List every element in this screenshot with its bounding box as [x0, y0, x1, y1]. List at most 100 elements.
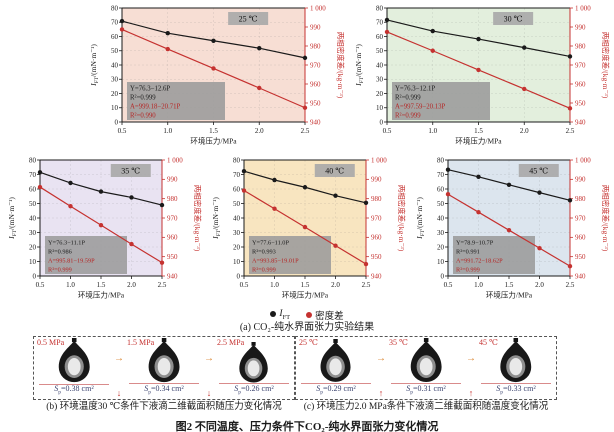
area-label: Sp=0.38 cm²: [54, 384, 94, 396]
right-tick-label: 1 000: [167, 156, 183, 164]
left-tick-label: 70: [29, 171, 37, 179]
baseline-line: [301, 383, 371, 385]
left-y-axis-label: IFT/(mN·m⁻¹): [89, 44, 100, 87]
right-tick-label: 950: [575, 99, 586, 107]
left-tick-label: 60: [29, 185, 37, 193]
x-tick-label: 2.5: [566, 127, 575, 135]
right-tick-label: 940: [371, 272, 382, 280]
regression-annotation-box: [392, 82, 490, 120]
data-point: [537, 190, 542, 195]
right-tick-label: 960: [371, 234, 382, 242]
left-y-axis-label: IFT/(mN·m⁻¹): [354, 44, 365, 87]
regression-annotation-box: [453, 236, 535, 274]
data-point: [37, 184, 43, 190]
area-label: Sp=0.33 cm²: [496, 384, 536, 396]
baseline-line: [481, 383, 551, 385]
right-tick-label: 980: [575, 195, 586, 203]
chart-legend: IFT 密度差: [0, 308, 614, 322]
right-tick-label: 940: [167, 272, 178, 280]
regression-line-2: R²=0.986: [48, 249, 72, 256]
left-tick-label: 50: [437, 200, 445, 208]
data-point: [384, 29, 390, 35]
right-tick-label: 990: [167, 176, 178, 184]
chart-row-1: 0 10 20 30 40 50 60 70 80 940 950 960 970 980 990 1 000…: [0, 0, 614, 150]
droplet-strip: 0.5 MPa Sp=0.38 cm² → ↓ 1.5 MPa Sp=0.34 cm² → ↓…: [33, 336, 557, 400]
x-tick-label: 0.5: [444, 281, 453, 289]
caption-a: (a) CO₂-纯水界面张力实验结果: [239, 322, 375, 333]
left-tick-label: 20: [376, 90, 384, 98]
left-tick-label: 50: [29, 200, 37, 208]
data-point: [476, 210, 481, 215]
regression-line-3: A=997.59−20.13P: [395, 104, 446, 111]
x-tick-label: 1.0: [66, 281, 75, 289]
left-tick-label: 20: [29, 243, 37, 251]
droplet-highlight-inner: [67, 358, 81, 376]
droplet-cell: 1.5 MPa Sp=0.34 cm²: [127, 338, 201, 398]
data-point: [522, 45, 527, 50]
droplet-image: [239, 341, 269, 383]
caption-c: (c) 环境压力2.0 MPa条件下液滴二维截面积随温度变化情况: [303, 402, 549, 412]
data-point: [537, 245, 542, 251]
data-point: [445, 192, 451, 197]
right-tick-label: 950: [167, 253, 178, 261]
right-tick-label: 1 000: [371, 156, 387, 164]
temperature-badge: [493, 12, 534, 25]
droplet-panel-b: 0.5 MPa Sp=0.38 cm² → ↓ 1.5 MPa Sp=0.34 cm² → ↓…: [33, 336, 295, 400]
condition-label: 45 ℃: [479, 338, 498, 347]
left-y-axis-label: IFT/(mN·m⁻¹): [211, 197, 222, 240]
x-tick-label: 2.0: [520, 127, 529, 135]
regression-annotation-box: [127, 82, 225, 120]
regression-line-4: R²=0.999: [252, 267, 276, 274]
data-point: [506, 227, 512, 233]
legend-item-density: 密度差: [306, 308, 344, 322]
regression-line-4: R²=0.990: [130, 113, 156, 120]
data-point: [68, 180, 73, 186]
regression-line-2: R²=0.999: [395, 95, 421, 102]
condition-label: 35 ℃: [389, 338, 408, 347]
x-tick-label: 2.0: [331, 281, 340, 289]
figure-title: 图2 不同温度、压力条件下CO₂-纯水界面张力变化情况: [175, 421, 439, 432]
data-point: [129, 241, 134, 247]
transition-arrows: → ↓: [201, 338, 217, 399]
temperature-badge: [314, 164, 355, 177]
regression-line-1: Y=76.3−12.1P: [395, 86, 435, 93]
left-tick-label: 10: [29, 258, 37, 266]
right-tick-label: 960: [167, 234, 178, 242]
left-tick-label: 50: [233, 200, 241, 208]
left-tick-label: 20: [437, 243, 445, 251]
left-tick-label: 40: [111, 61, 119, 69]
data-point: [567, 54, 573, 59]
arrow-up-icon: ↑: [378, 388, 384, 398]
regression-line-3: A=991.72−18.62P: [456, 258, 503, 265]
x-tick-label: 2.5: [158, 281, 167, 289]
droplet-highlight-inner: [248, 360, 260, 376]
left-tick-label: 10: [111, 104, 119, 112]
droplet-cell: 0.5 MPa Sp=0.38 cm²: [37, 338, 111, 398]
x-tick-label: 1.0: [474, 281, 483, 289]
data-point: [257, 85, 262, 91]
data-point: [98, 222, 104, 228]
regression-line-3: A=995.81−19.59P: [48, 258, 95, 265]
droplet-image: [58, 338, 90, 383]
right-tick-label: 1 000: [575, 4, 591, 12]
x-tick-label: 2.5: [301, 127, 310, 135]
x-axis-label: 环境压力/MPa: [486, 290, 533, 300]
data-point: [119, 18, 125, 24]
regression-line-4: R²=0.999: [456, 267, 480, 274]
temperature-badge-label: 40 ℃: [325, 167, 344, 176]
x-tick-label: 1.5: [97, 281, 106, 289]
x-tick-label: 1.0: [163, 127, 172, 135]
droplet-captions: (b) 环境温度30 ℃条件下液滴二维截面积随压力变化情况 (c) 环境压力2.…: [33, 400, 557, 415]
right-y-axis-label: 两相密度差/(kg·m⁻³): [397, 185, 407, 252]
left-tick-label: 30: [111, 76, 119, 84]
regression-line-1: Y=77.6−11.0P: [252, 240, 289, 247]
data-point: [272, 206, 277, 211]
baseline-line: [129, 383, 199, 385]
right-tick-label: 970: [575, 61, 586, 69]
data-point: [430, 28, 435, 34]
data-point: [119, 27, 125, 32]
left-tick-label: 40: [376, 61, 384, 69]
right-tick-label: 960: [310, 80, 321, 88]
x-tick-label: 2.5: [362, 281, 371, 289]
data-point: [241, 168, 247, 174]
